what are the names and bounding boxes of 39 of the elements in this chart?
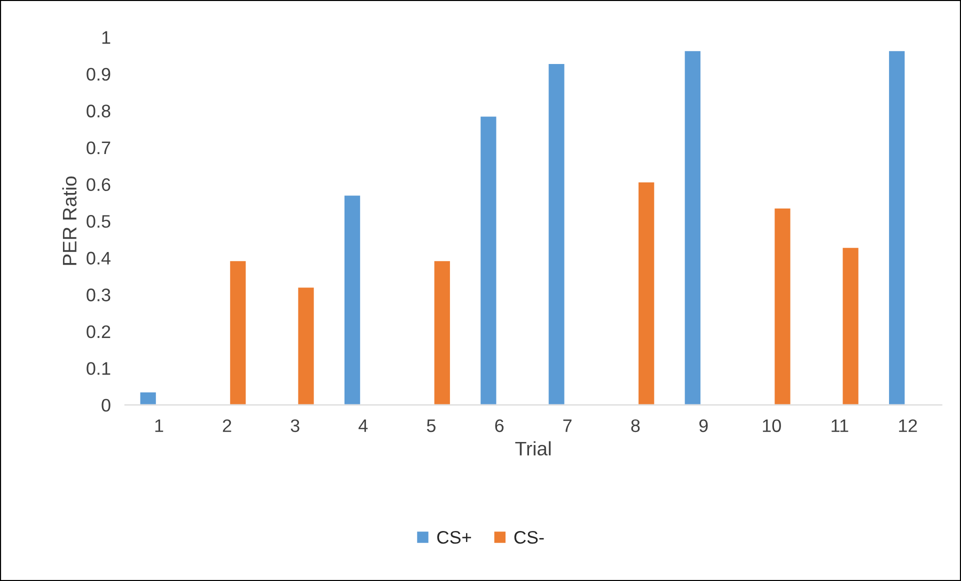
legend-label: CS-	[514, 530, 544, 544]
y-tick-label: 0.5	[86, 215, 110, 228]
x-tick-label: 4	[358, 420, 368, 432]
x-tick-label: 11	[832, 420, 848, 432]
x-tick-label: 9	[699, 419, 708, 432]
y-axis-title: PER Ratio	[62, 176, 77, 265]
x-tick-label: 1	[155, 420, 164, 432]
x-tick-label: 10	[762, 419, 781, 432]
bar	[343, 194, 362, 405]
x-tick-label: 2	[222, 419, 232, 432]
bar	[773, 207, 792, 405]
bar	[228, 260, 248, 405]
legend-label: CS+	[437, 530, 472, 544]
y-tick-label: 0.7	[86, 141, 110, 154]
y-tick-label: 0.3	[86, 288, 110, 302]
y-tick-label: 0.1	[86, 362, 110, 375]
x-tick-label: 12	[899, 419, 917, 432]
x-tick-label: 7	[563, 420, 572, 432]
y-tick-label: 0.2	[86, 325, 110, 338]
bar	[432, 260, 452, 405]
x-tick-label: 5	[426, 420, 436, 432]
bar	[547, 62, 566, 405]
x-axis-title: Trial	[515, 441, 551, 456]
x-tick-label: 6	[495, 419, 504, 432]
y-tick-label: 0.9	[86, 68, 110, 81]
bar	[841, 246, 860, 405]
bar	[479, 115, 498, 405]
bar	[138, 391, 158, 405]
y-tick-label: 0.8	[86, 104, 110, 118]
bar	[637, 181, 656, 405]
y-tick-label: 0.4	[86, 252, 111, 265]
y-tick-label: 1	[102, 31, 110, 44]
y-tick-label: 0.6	[86, 178, 110, 192]
bar	[888, 50, 906, 405]
x-tick-label: 8	[631, 419, 640, 432]
bar	[683, 50, 702, 405]
bar	[296, 286, 316, 405]
y-tick-label: 0	[102, 398, 110, 412]
x-tick-label: 3	[290, 419, 300, 432]
